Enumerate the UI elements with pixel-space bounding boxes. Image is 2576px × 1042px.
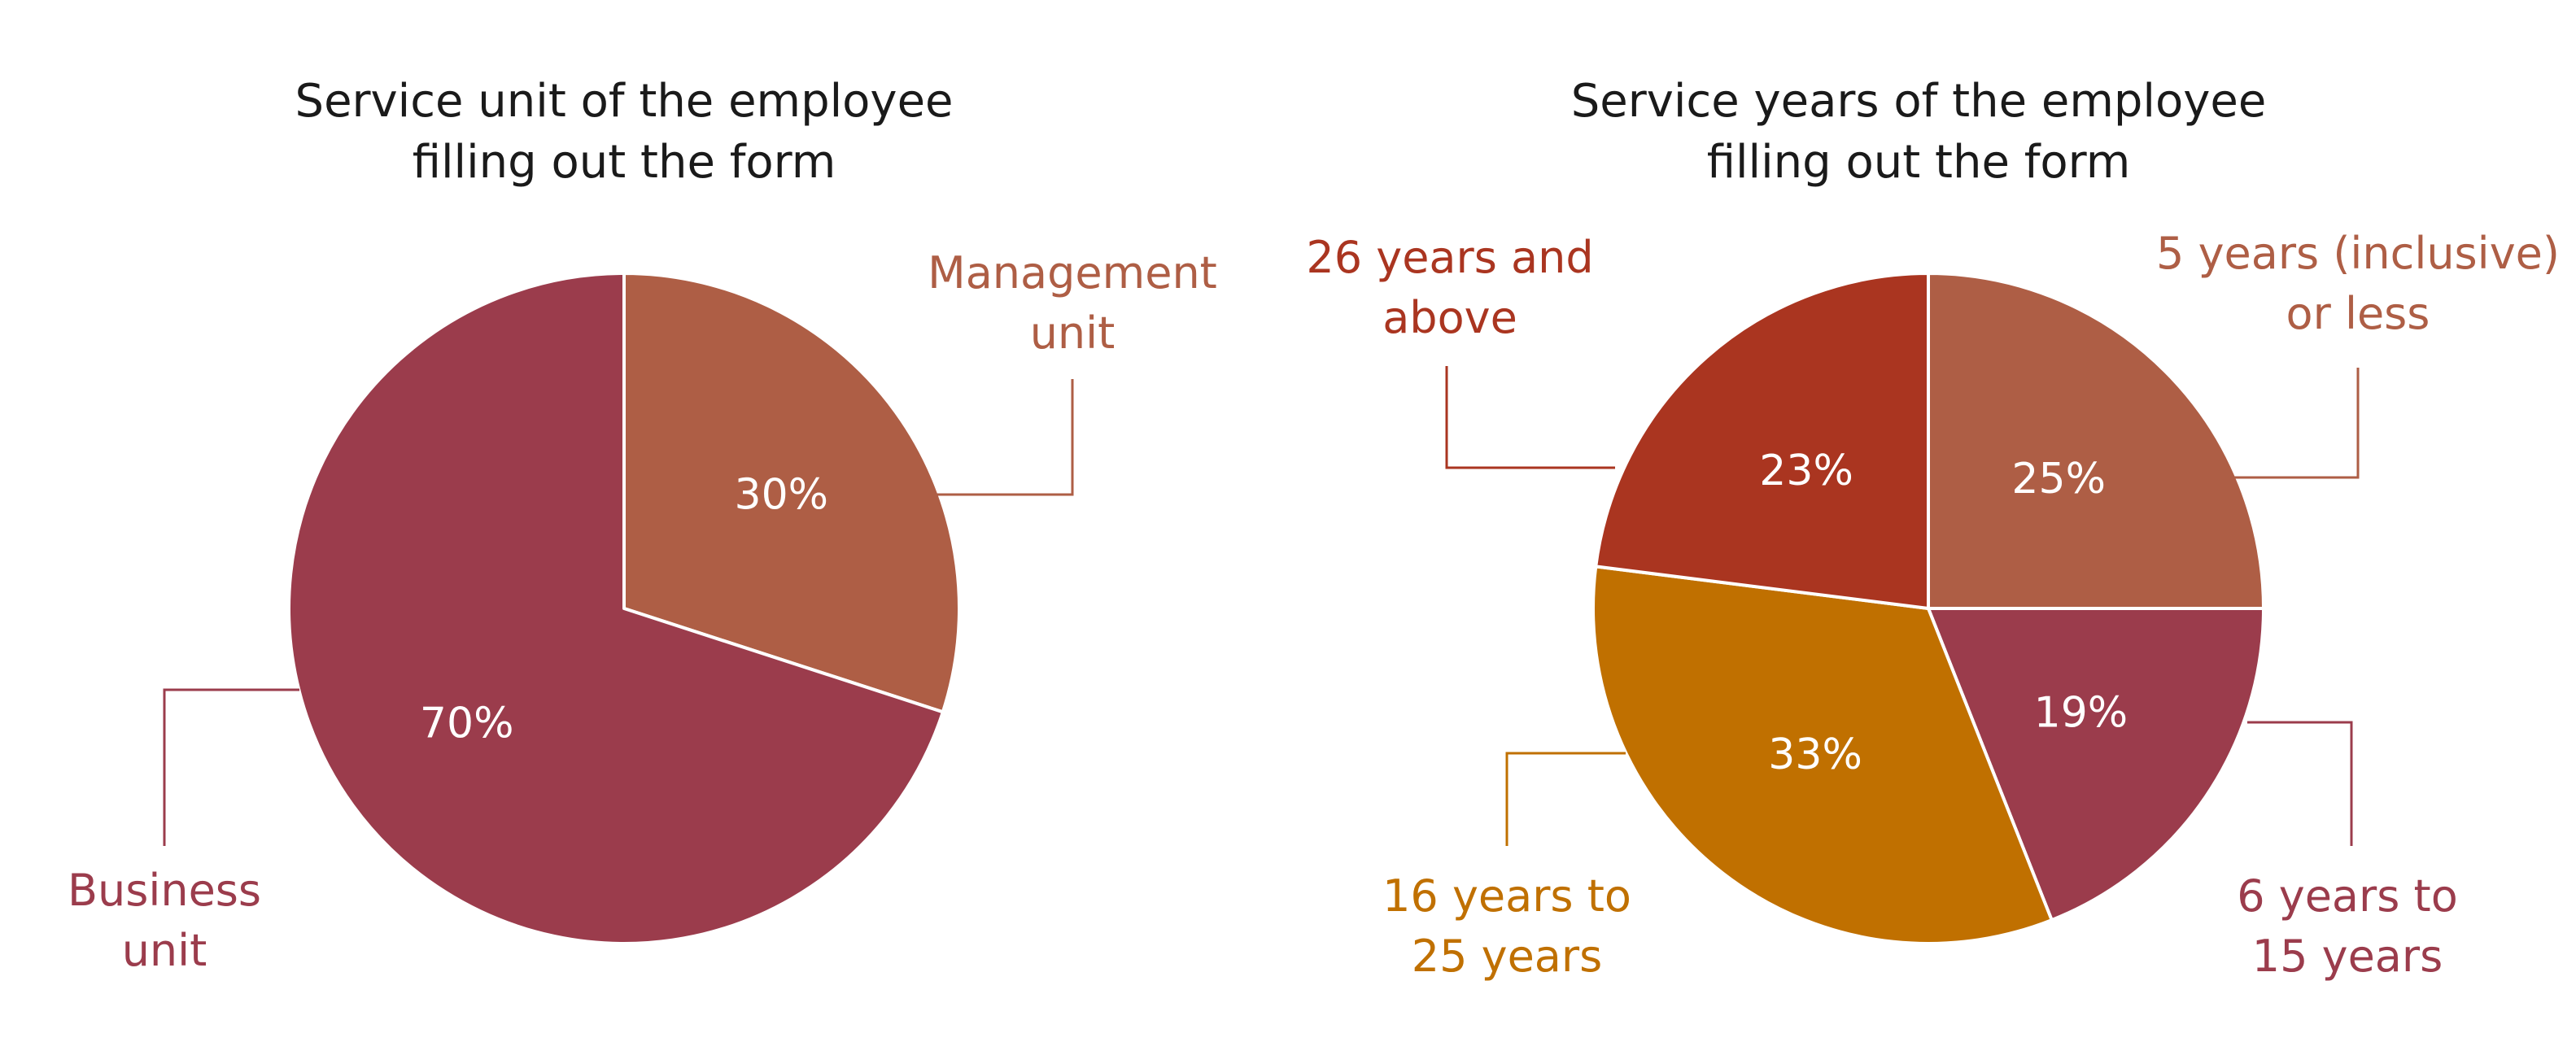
pie-slice-26-years-and-above bbox=[1594, 272, 1930, 610]
category-label-management-unit-line-2: unit bbox=[1030, 307, 1116, 359]
category-label-business-unit-line-1: Business bbox=[68, 865, 261, 916]
callout-line-16-years-to-25-years bbox=[1505, 752, 1626, 846]
category-label-6-years-to-15-years-line-2: 15 years bbox=[2252, 931, 2443, 982]
category-label-business-unit-line-2: unit bbox=[122, 925, 207, 976]
pie-slice-business-unit bbox=[287, 272, 945, 945]
chart-title-line-2: filling out the form bbox=[1707, 136, 2131, 189]
category-label-5-years-inclusive-or-less-line-2: or less bbox=[2286, 288, 2430, 339]
pie-slice-management-unit bbox=[622, 272, 961, 714]
slice-value-label-26-years-and-above: 23% bbox=[1759, 447, 1853, 495]
pie-chart-2: Service years of the employee filling out… bbox=[1306, 75, 2560, 982]
category-label-5-years-inclusive-or-less-line-1: 5 years (inclusive) bbox=[2156, 228, 2560, 279]
slice-value-label-16-years-to-25-years: 33% bbox=[1768, 730, 1862, 779]
callout-line-business-unit bbox=[163, 688, 299, 846]
category-label-management-unit-line-1: Management bbox=[928, 247, 1217, 299]
chart-title-line-2: filling out the form bbox=[413, 136, 836, 189]
slice-value-label-business-unit: 70% bbox=[420, 700, 514, 748]
slice-value-label-management-unit: 30% bbox=[735, 471, 829, 520]
category-label-16-years-to-25-years-line-2: 25 years bbox=[1412, 931, 1602, 982]
category-label-16-years-to-25-years-line-1: 16 years to bbox=[1382, 870, 1631, 922]
chart-title-line-1: Service years of the employee bbox=[1571, 75, 2267, 128]
category-label-26-years-and-above-line-2: above bbox=[1382, 292, 1517, 343]
callout-line-5-years-inclusive-or-less bbox=[2233, 368, 2360, 479]
callout-line-6-years-to-15-years bbox=[2247, 721, 2353, 846]
category-label-26-years-and-above-line-1: 26 years and bbox=[1306, 232, 1593, 283]
pie-slice-5-years-inclusive-or-less bbox=[1927, 272, 2265, 610]
slice-value-label-6-years-to-15-years: 19% bbox=[2034, 688, 2128, 737]
pie-slice-6-years-to-15-years bbox=[1927, 607, 2265, 922]
callout-line-26-years-and-above bbox=[1445, 366, 1615, 469]
category-label-6-years-to-15-years-line-1: 6 years to bbox=[2237, 870, 2458, 922]
pie-chart-1: Service unit of the employee filling out … bbox=[68, 75, 1217, 976]
slice-value-label-5-years-inclusive-or-less: 25% bbox=[2011, 455, 2106, 504]
pie-slice-16-years-to-25-years bbox=[1591, 565, 2054, 945]
callout-line-management-unit bbox=[936, 379, 1074, 496]
chart-title-line-1: Service unit of the employee bbox=[295, 75, 954, 128]
